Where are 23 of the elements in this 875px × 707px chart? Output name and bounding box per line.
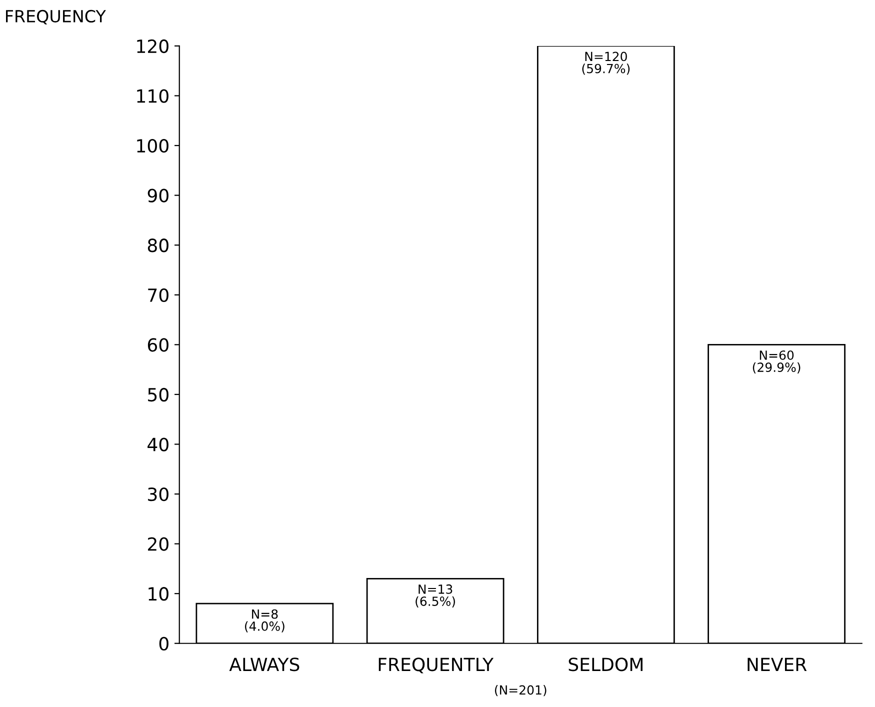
data-label: N=8 (4.0%) [245,609,284,632]
y-tick-label: 100 [137,138,168,153]
y-tick-label: 60 [148,338,168,352]
text: (N=201) [494,685,546,696]
y-tick-label: 110 [137,89,168,103]
y-tick-label: 40 [148,438,168,452]
y-tick-label: 90 [148,188,168,202]
y-tick-label: 50 [148,388,168,402]
data-label: N=60 (29.9%) [752,350,800,374]
x-tick-label: FREQUENTLY [378,658,494,674]
x-tick-label: ALWAYS [229,658,300,672]
data-label: N=13 (6.5%) [416,584,455,608]
y-tick-label: 10 [148,587,168,601]
x-tick-label: SELDOM [568,658,642,672]
y-tick-label: 70 [148,288,168,302]
y-tick-label: 80 [148,238,168,252]
y-axis-title: FREQUENCY [6,10,106,24]
data-label: N=120 (59.7%) [582,52,630,75]
y-tick-label: 0 [159,636,168,650]
y-tick-label: 20 [148,537,168,551]
y-tick-label: 30 [148,487,168,502]
y-tick-label: 120 [137,39,168,54]
x-tick-label: NEVER [748,658,807,671]
